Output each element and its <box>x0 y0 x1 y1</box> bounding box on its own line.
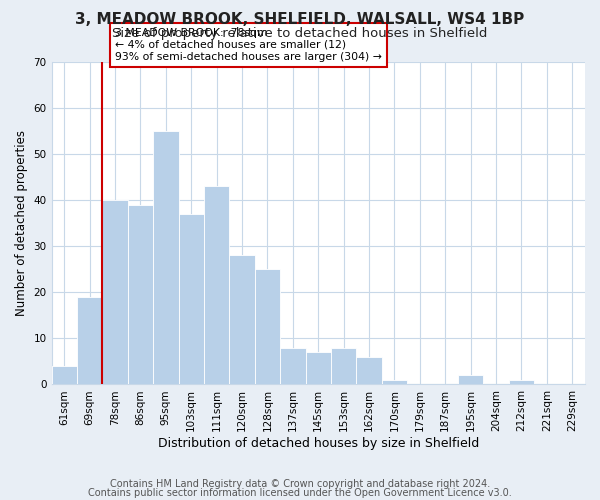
Text: Contains HM Land Registry data © Crown copyright and database right 2024.: Contains HM Land Registry data © Crown c… <box>110 479 490 489</box>
Text: Contains public sector information licensed under the Open Government Licence v3: Contains public sector information licen… <box>88 488 512 498</box>
Bar <box>153 130 179 384</box>
Bar <box>305 352 331 384</box>
Bar <box>52 366 77 384</box>
Bar <box>255 269 280 384</box>
Bar <box>382 380 407 384</box>
Bar <box>280 348 305 385</box>
Bar <box>128 204 153 384</box>
Bar <box>356 357 382 384</box>
Y-axis label: Number of detached properties: Number of detached properties <box>15 130 28 316</box>
X-axis label: Distribution of detached houses by size in Shelfield: Distribution of detached houses by size … <box>158 437 479 450</box>
Bar <box>103 200 128 384</box>
Bar <box>458 375 484 384</box>
Bar <box>77 297 103 384</box>
Bar <box>509 380 534 384</box>
Bar <box>204 186 229 384</box>
Text: Size of property relative to detached houses in Shelfield: Size of property relative to detached ho… <box>112 28 488 40</box>
Bar <box>229 256 255 384</box>
Text: 3, MEADOW BROOK, SHELFIELD, WALSALL, WS4 1BP: 3, MEADOW BROOK, SHELFIELD, WALSALL, WS4… <box>76 12 524 28</box>
Bar <box>179 214 204 384</box>
Text: 3 MEADOW BROOK:  78sqm
← 4% of detached houses are smaller (12)
93% of semi-deta: 3 MEADOW BROOK: 78sqm ← 4% of detached h… <box>115 28 382 62</box>
Bar <box>331 348 356 385</box>
